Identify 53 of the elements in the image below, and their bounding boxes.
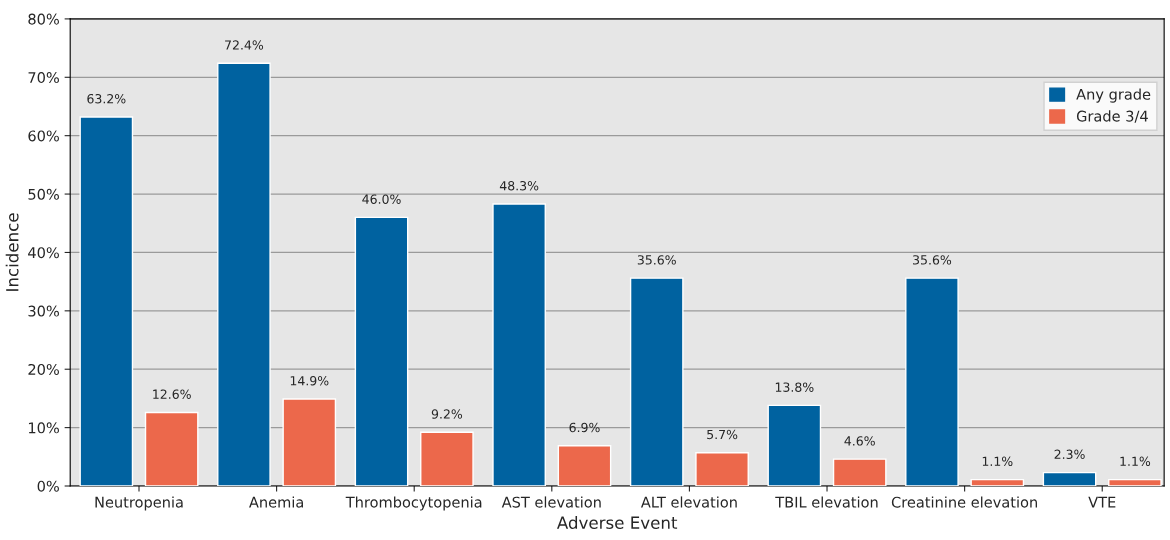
x-tick-label: Anemia [249,496,303,508]
legend-label: Grade 3/4 [1076,110,1148,123]
bar [767,404,822,486]
data-label: 48.3% [499,181,539,191]
bar [217,62,271,486]
data-label: 5.7% [707,429,738,440]
data-label: 12.6% [153,389,191,399]
y-tick-label: 80% [28,13,59,25]
x-tick-label: Thrombocytopenia [345,496,482,511]
data-label: 6.9% [569,422,600,433]
bar [970,478,1025,486]
legend-label: Any grade [1076,88,1151,103]
y-tick-label: 70% [28,72,59,84]
data-label: 35.6% [913,255,952,265]
data-label: 13.8% [775,382,814,392]
y-tick-label: 10% [28,422,59,434]
y-tick-label: 60% [28,130,59,142]
x-tick-label: TBIL elevation [775,496,878,508]
bar [282,398,337,486]
bar [695,452,749,486]
data-label: 1.1% [982,456,1013,467]
bar [144,411,199,486]
data-label: 14.9% [290,376,329,386]
bar [420,431,474,486]
bar [1108,478,1162,486]
x-tick-label: ALT elevation [640,496,737,508]
bar [79,116,134,486]
data-label: 1.1% [1120,456,1151,467]
data-label: 2.3% [1054,449,1085,460]
data-label: 63.2% [87,94,126,104]
bar [629,277,684,486]
bar [1042,471,1097,486]
x-tick-label: Creatinine elevation [891,496,1037,508]
y-tick-label: 30% [28,305,59,317]
bar [354,216,409,486]
data-label: 35.6% [637,255,676,265]
bar [905,277,959,486]
data-label: 46.0% [362,194,401,204]
bar [832,458,887,486]
bar [557,445,612,486]
y-tick-label: 0% [37,480,59,492]
x-tick-label: Neutropenia [95,496,183,511]
x-tick-label: VTE [1088,496,1116,508]
bar [492,203,546,486]
data-label: 4.6% [844,436,875,446]
x-tick-label: AST elevation [501,496,601,508]
y-tick-label: 40% [28,247,59,259]
data-label: 72.4% [225,40,264,50]
y-axis-title: Incidence [5,213,19,291]
y-tick-label: 50% [28,188,59,200]
data-label: 9.2% [431,409,463,419]
x-axis-title: Adverse Event [556,516,678,529]
y-tick-label: 20% [28,363,59,375]
